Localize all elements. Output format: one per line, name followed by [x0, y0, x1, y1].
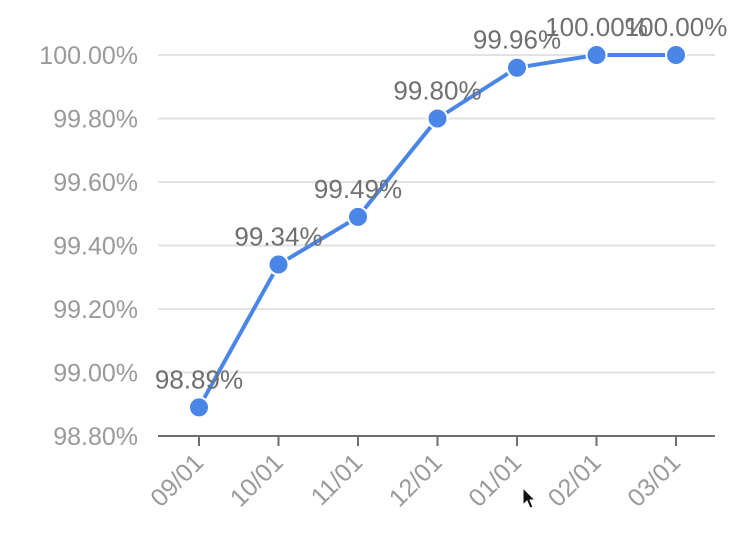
- data-label: 99.96%: [473, 25, 561, 55]
- data-point: [585, 44, 608, 66]
- data-point: [506, 56, 528, 79]
- data-point: [426, 107, 449, 130]
- x-tick-label: 01/01: [463, 448, 527, 512]
- y-tick-label: 99.80%: [53, 106, 138, 134]
- y-axis: 98.80% 99.00% 99.20% 99.40% 99.60% 99.80% 100.…: [39, 42, 138, 451]
- y-tick-label: 99.60%: [53, 169, 138, 197]
- series-line: [188, 44, 687, 419]
- x-tick-label: 02/01: [543, 448, 607, 512]
- x-tick-label: 12/01: [384, 448, 448, 512]
- y-tick-label: 99.00%: [53, 360, 138, 388]
- x-tick-label: 11/01: [306, 448, 369, 511]
- x-axis: 09/01 10/01 11/01 12/01 01/01 02/01 03/01: [145, 435, 715, 512]
- mouse-pointer-icon: [522, 486, 537, 509]
- data-point: [347, 205, 369, 228]
- data-label: 99.49%: [314, 174, 402, 204]
- data-label: 99.80%: [393, 76, 481, 106]
- y-tick-label: 99.40%: [53, 233, 138, 261]
- data-labels: 98.89%99.34%99.49%99.80%99.96%100.00%100…: [155, 12, 727, 394]
- data-label: 99.34%: [234, 222, 322, 252]
- data-point: [665, 44, 687, 66]
- y-tick-label: 100.00%: [39, 42, 138, 70]
- data-label: 100.00%: [545, 12, 648, 42]
- x-tick-label: 10/01: [225, 448, 289, 512]
- x-tick-label: 03/01: [622, 448, 686, 512]
- data-label: 100.00%: [625, 12, 728, 42]
- data-point: [188, 396, 210, 419]
- x-tick-label: 09/01: [145, 448, 209, 512]
- y-tick-label: 98.80%: [53, 423, 138, 451]
- data-point: [267, 253, 290, 276]
- data-label: 98.89%: [155, 364, 243, 394]
- y-tick-label: 99.20%: [53, 296, 138, 324]
